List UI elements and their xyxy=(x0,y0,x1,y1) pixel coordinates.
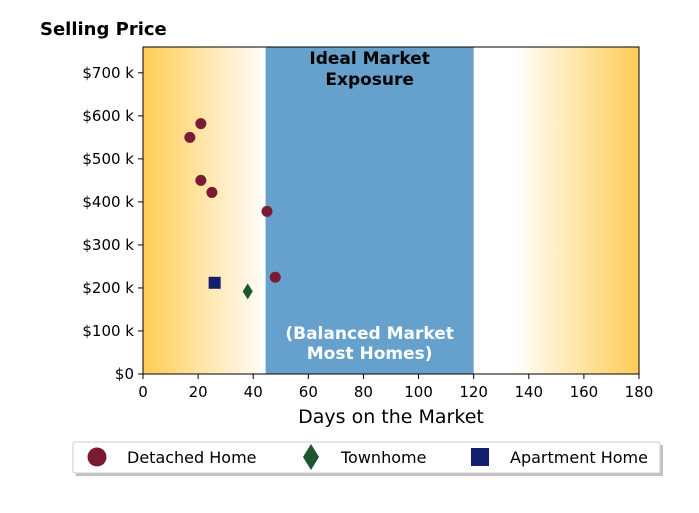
detached-home-point-3 xyxy=(195,174,207,186)
x-tick-label: 160 xyxy=(570,383,599,401)
y-tick-label: $200 k xyxy=(82,279,134,297)
plot-frame xyxy=(142,46,640,375)
legend-box xyxy=(72,441,661,474)
band-label-bottom-line-2: Most Homes) xyxy=(307,344,433,364)
legend: Detached Home Townhome Apartment Home xyxy=(72,441,663,476)
data-points xyxy=(184,118,281,300)
legend-label-townhome: Townhome xyxy=(340,448,426,467)
chart-title: Selling Price xyxy=(40,19,167,40)
legend-marker-townhome xyxy=(303,444,319,470)
detached-home-point-2 xyxy=(195,118,207,130)
y-tick-label: $300 k xyxy=(82,236,134,254)
legend-label-detached-home: Detached Home xyxy=(127,448,257,467)
x-tick-label: 100 xyxy=(404,383,433,401)
x-tick-label: 20 xyxy=(189,383,208,401)
plot-area: Ideal Market Exposure (Balanced Market M… xyxy=(142,46,640,375)
legend-marker-apartment-home xyxy=(471,448,489,466)
ideal-exposure-band xyxy=(265,47,474,374)
band-label-top-line-2: Exposure xyxy=(325,70,414,90)
legend-label-apartment-home: Apartment Home xyxy=(510,448,648,467)
apartment-home-point-1 xyxy=(208,276,221,289)
band-label-bottom-line-1: (Balanced Market xyxy=(285,324,454,344)
y-tick-label: $0 xyxy=(115,365,134,383)
detached-home-point-4 xyxy=(206,186,218,198)
x-tick-label: 0 xyxy=(138,383,148,401)
y-axis: $0 $100 k $200 k $300 k $400 k $500 k $600 k $7… xyxy=(82,64,143,383)
y-tick-label: $400 k xyxy=(82,193,134,211)
y-tick-label: $100 k xyxy=(82,322,134,340)
x-tick-label: 80 xyxy=(354,383,373,401)
x-tick-label: 40 xyxy=(244,383,263,401)
y-tick-label: $600 k xyxy=(82,107,134,125)
y-tick-label: $700 k xyxy=(82,64,134,82)
x-tick-label: 180 xyxy=(625,383,654,401)
townhome-point-1 xyxy=(242,283,253,300)
detached-home-point-6 xyxy=(269,271,281,283)
x-axis-label: Days on the Market xyxy=(298,406,484,428)
x-tick-label: 60 xyxy=(299,383,318,401)
legend-marker-detached-home xyxy=(87,447,107,467)
detached-home-point-1 xyxy=(184,131,196,143)
detached-home-point-5 xyxy=(261,205,273,217)
x-tick-label: 140 xyxy=(514,383,543,401)
y-tick-label: $500 k xyxy=(82,150,134,168)
x-tick-label: 120 xyxy=(459,383,488,401)
x-axis: 0 20 40 60 80 100 120 140 160 180 xyxy=(138,374,653,401)
band-label-top-line-1: Ideal Market xyxy=(309,49,430,69)
